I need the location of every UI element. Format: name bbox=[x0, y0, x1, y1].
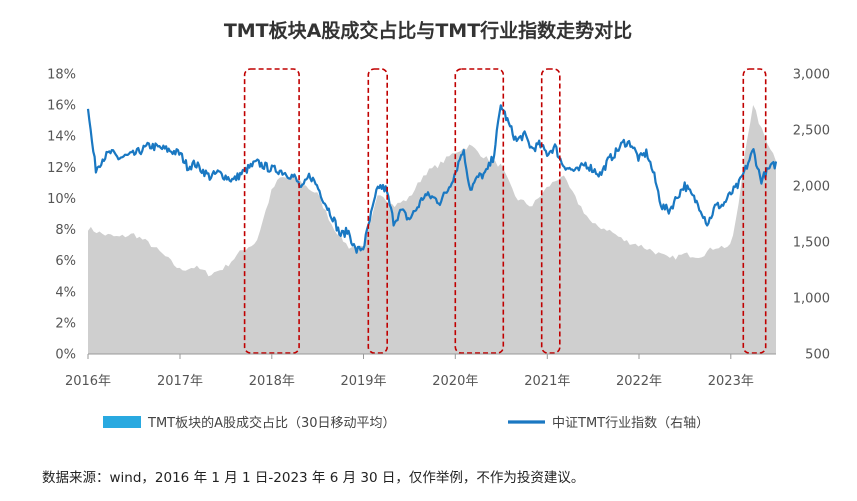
y-right-tick-label: 1,000 bbox=[793, 292, 830, 307]
y-left-tick-label: 14% bbox=[47, 130, 76, 145]
y-left-tick-label: 18% bbox=[47, 68, 76, 83]
highlight-box-4 bbox=[540, 68, 561, 354]
area-share-path bbox=[88, 105, 776, 354]
x-tick-label: 2020年 bbox=[432, 374, 478, 389]
y-left-tick-label: 10% bbox=[47, 192, 76, 207]
y-right-tick-label: 3,000 bbox=[793, 68, 830, 83]
legend: TMT板块的A股成交占比（30日移动平均） 中证TMT行业指数（右轴） bbox=[103, 415, 709, 431]
y-right-tick-label: 2,000 bbox=[793, 180, 830, 195]
y-left-tick-label: 12% bbox=[47, 161, 76, 176]
line-series bbox=[86, 104, 778, 254]
y-right-tick-label: 1,500 bbox=[793, 236, 830, 251]
highlight-boxes bbox=[243, 68, 767, 354]
y-left-tick-label: 16% bbox=[47, 99, 76, 114]
tmt-index-line bbox=[86, 104, 778, 254]
y-right-tick-label: 2,500 bbox=[793, 124, 830, 139]
x-tick-label: 2017年 bbox=[157, 374, 203, 389]
y-left-tick-label: 6% bbox=[55, 254, 76, 269]
chart: TMT板块A股成交占比与TMT行业指数走势对比 0% 2% 4% 6% 8% 10% 12%… bbox=[47, 19, 830, 431]
y-left-tick-label: 4% bbox=[55, 285, 76, 300]
x-tick-label: 2019年 bbox=[340, 374, 386, 389]
x-tick-label: 2018年 bbox=[249, 374, 295, 389]
highlight-box-3 bbox=[454, 68, 505, 354]
legend-label-line: 中证TMT行业指数（右轴） bbox=[552, 416, 709, 431]
x-tick-label: 2023年 bbox=[708, 374, 754, 389]
x-tick-label: 2021年 bbox=[524, 374, 570, 389]
y-left-tick-label: 0% bbox=[55, 348, 76, 363]
y-right-tick-label: 500 bbox=[805, 348, 830, 363]
legend-label-area: TMT板块的A股成交占比（30日移动平均） bbox=[147, 415, 396, 431]
highlight-box-2 bbox=[367, 68, 388, 354]
highlight-box-1 bbox=[243, 68, 300, 354]
axes: 0% 2% 4% 6% 8% 10% 12% 14% 16% 18% 500 1,000 1,500 2,… bbox=[47, 68, 830, 390]
chart-title: TMT板块A股成交占比与TMT行业指数走势对比 bbox=[224, 19, 632, 42]
y-left-tick-label: 2% bbox=[55, 316, 76, 331]
y-left-tick-label: 8% bbox=[55, 223, 76, 238]
source-note: 数据来源：wind，2016 年 1 月 1 日-2023 年 6 月 30 日… bbox=[42, 470, 585, 486]
legend-swatch-area bbox=[103, 416, 141, 428]
area-series bbox=[88, 105, 776, 354]
highlight-box-5 bbox=[742, 68, 767, 354]
x-tick-label: 2022年 bbox=[616, 374, 662, 389]
x-tick-label: 2016年 bbox=[65, 374, 111, 389]
